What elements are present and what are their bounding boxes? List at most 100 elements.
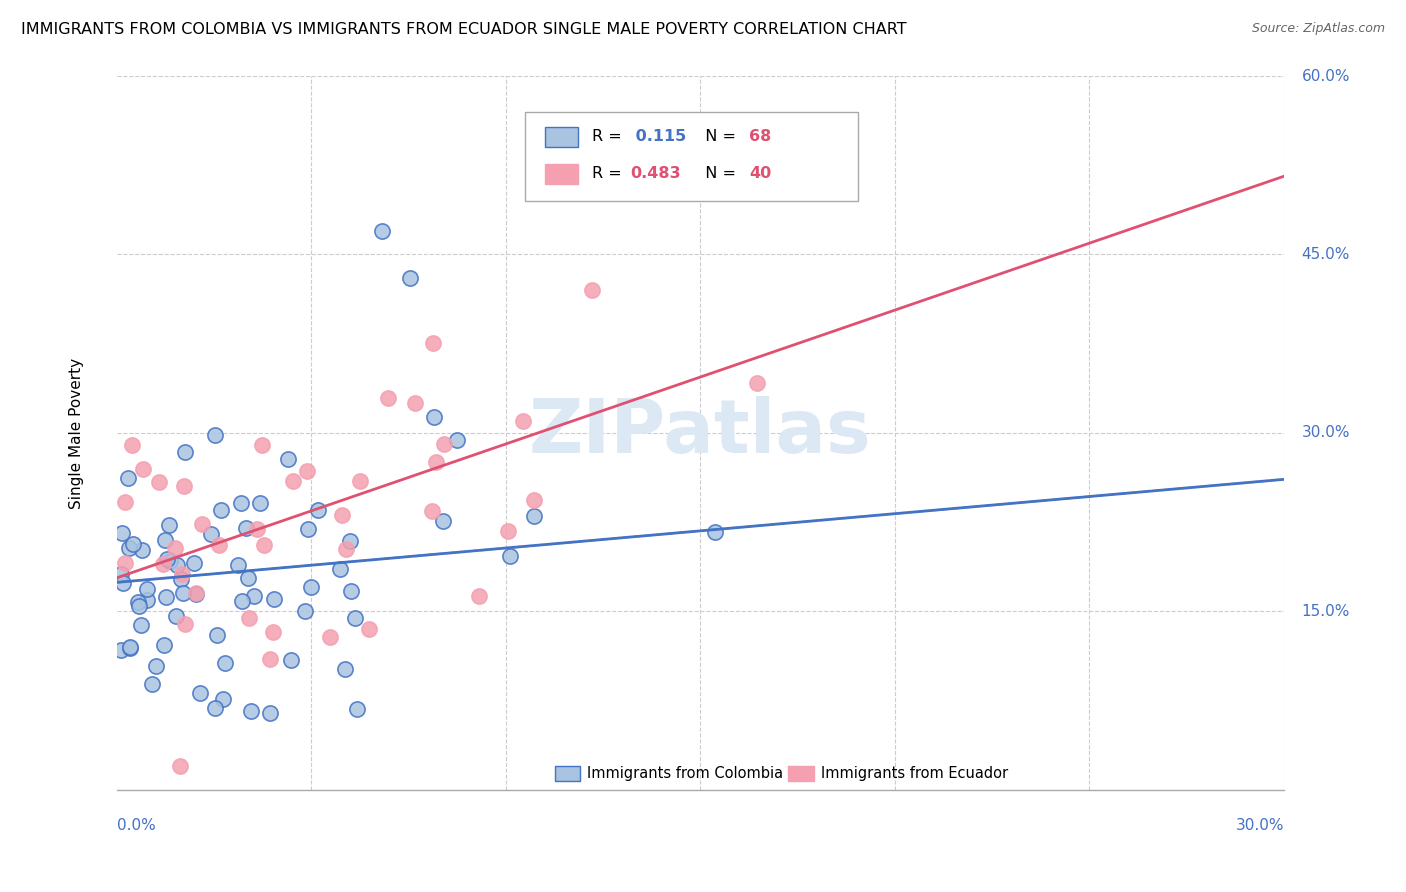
Point (208, 538, 231, 552)
Point (191, 517, 214, 532)
Point (498, 524, 520, 538)
Text: IMMIGRANTS FROM COLOMBIA VS IMMIGRANTS FROM ECUADOR SINGLE MALE POVERTY CORRELAT: IMMIGRANTS FROM COLOMBIA VS IMMIGRANTS F… (21, 22, 907, 37)
Point (136, 593, 159, 607)
Point (277, 451, 299, 466)
Point (422, 335, 444, 350)
Point (340, 584, 363, 599)
Point (295, 464, 318, 478)
Text: 30.0%: 30.0% (1302, 425, 1350, 441)
Text: Immigrants from Ecuador: Immigrants from Ecuador (821, 766, 1008, 781)
Point (112, 575, 135, 590)
Point (153, 533, 176, 547)
Point (250, 437, 273, 451)
Point (432, 514, 454, 528)
Point (207, 628, 229, 642)
Text: N =: N = (695, 166, 741, 181)
Point (155, 551, 177, 566)
Point (253, 537, 276, 551)
Point (183, 556, 205, 570)
Point (344, 610, 367, 624)
Point (512, 413, 534, 427)
Point (239, 704, 262, 718)
Text: 40: 40 (749, 166, 772, 181)
Point (165, 609, 187, 624)
Text: 0.115: 0.115 (630, 129, 686, 145)
Text: 30.0%: 30.0% (1236, 819, 1284, 833)
Point (114, 495, 136, 509)
Point (404, 396, 426, 410)
Point (229, 496, 252, 510)
Point (335, 541, 357, 556)
Point (110, 566, 132, 581)
Point (212, 691, 235, 706)
Point (357, 622, 380, 636)
Point (141, 676, 163, 690)
Point (370, 224, 392, 238)
Point (117, 470, 139, 484)
Point (581, 283, 603, 297)
Point (118, 640, 141, 655)
Text: 45.0%: 45.0% (1302, 247, 1350, 262)
Point (330, 508, 353, 522)
Point (593, 140, 616, 154)
Point (204, 700, 226, 714)
Point (148, 475, 170, 489)
Text: Single Male Poverty: Single Male Poverty (69, 358, 83, 508)
Point (131, 543, 153, 558)
Point (172, 566, 194, 581)
FancyBboxPatch shape (554, 765, 581, 781)
Point (204, 428, 226, 442)
Point (425, 455, 447, 469)
Point (420, 504, 443, 518)
Point (349, 475, 371, 489)
Point (377, 391, 399, 405)
Point (262, 625, 284, 640)
Point (111, 525, 134, 540)
Point (186, 585, 208, 599)
Point (157, 517, 180, 532)
Point (499, 549, 522, 563)
Point (246, 522, 269, 536)
FancyBboxPatch shape (787, 765, 814, 781)
Point (118, 541, 141, 555)
FancyBboxPatch shape (526, 112, 858, 201)
Point (339, 533, 361, 548)
Point (214, 656, 236, 670)
Point (259, 706, 281, 720)
Point (132, 461, 155, 475)
Point (283, 474, 305, 488)
Point (120, 640, 142, 654)
Point (166, 558, 188, 573)
Point (145, 659, 167, 673)
Text: Immigrants from Colombia: Immigrants from Colombia (588, 766, 783, 781)
Point (200, 526, 222, 541)
Point (333, 662, 356, 676)
Point (523, 509, 546, 524)
Point (346, 702, 368, 716)
Point (745, 376, 768, 390)
Point (136, 582, 159, 596)
Point (242, 589, 264, 603)
Point (110, 643, 132, 657)
Point (173, 444, 195, 458)
Point (153, 638, 176, 652)
Point (433, 437, 456, 451)
Point (209, 503, 232, 517)
Point (174, 616, 197, 631)
Point (249, 496, 271, 510)
Point (329, 562, 352, 576)
Text: Source: ZipAtlas.com: Source: ZipAtlas.com (1251, 22, 1385, 36)
Point (152, 558, 174, 572)
Point (188, 685, 211, 699)
Text: 68: 68 (749, 129, 772, 145)
Text: 15.0%: 15.0% (1302, 604, 1350, 619)
Point (121, 438, 143, 452)
Point (307, 503, 329, 517)
Point (127, 595, 149, 609)
FancyBboxPatch shape (546, 164, 578, 184)
Text: 0.483: 0.483 (630, 166, 681, 181)
Text: 60.0%: 60.0% (1302, 69, 1350, 84)
Point (172, 586, 194, 600)
Point (523, 493, 546, 508)
Point (159, 553, 181, 567)
